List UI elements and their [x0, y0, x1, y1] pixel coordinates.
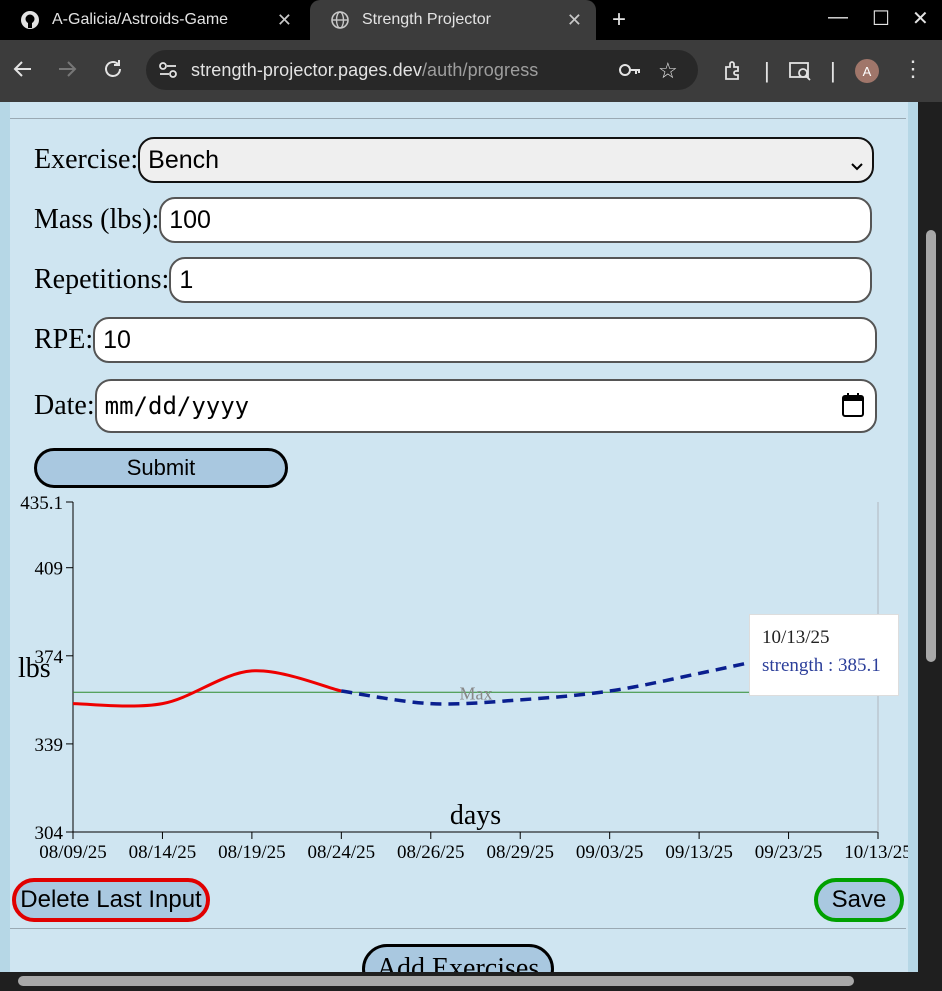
exercise-select[interactable]: Bench	[138, 137, 875, 183]
repetitions-row: Repetitions: 1	[34, 257, 873, 303]
rpe-row: RPE: 10	[34, 317, 878, 363]
rpe-label: RPE:	[34, 324, 94, 355]
x-tick-label: 08/19/25	[218, 842, 286, 863]
x-tick-label: 10/13/25	[844, 842, 908, 863]
mass-label: Mass (lbs):	[34, 204, 160, 235]
browser-toolbar: strength-projector.pages.dev/auth/progre…	[0, 40, 942, 102]
x-tick-label: 09/13/25	[665, 842, 733, 863]
x-tick-label: 09/03/25	[576, 842, 644, 863]
exercise-row: Exercise: Bench	[34, 137, 875, 183]
browser-tab-bar: A-Galicia/Astroids-Game ✕ Strength Proje…	[0, 0, 942, 40]
repetitions-label: Repetitions:	[34, 264, 170, 295]
extensions-icon[interactable]	[722, 60, 744, 87]
window-close-icon[interactable]: ✕	[912, 8, 929, 30]
divider-icon: |	[764, 58, 770, 83]
mass-input[interactable]: 100	[159, 197, 873, 243]
delete-last-input-button[interactable]: Delete Last Input	[12, 878, 210, 922]
star-icon[interactable]: ☆	[658, 58, 678, 83]
chart-tooltip: 10/13/25 strength : 385.1	[749, 614, 899, 696]
url-host: strength-projector.pages.dev	[191, 60, 422, 80]
rpe-value: 10	[103, 325, 131, 354]
date-label: Date:	[34, 390, 95, 421]
site-info-icon[interactable]	[158, 61, 178, 84]
x-tick-label: 08/14/25	[129, 842, 197, 863]
y-tick-label: 339	[35, 735, 64, 756]
tab-title: Strength Projector	[362, 11, 491, 28]
repetitions-input[interactable]: 1	[169, 257, 873, 303]
url-text: strength-projector.pages.dev/auth/progre…	[191, 60, 538, 81]
horizontal-scrollbar-thumb[interactable]	[18, 976, 854, 986]
x-axis-label: days	[450, 800, 501, 831]
vertical-scrollbar-thumb[interactable]	[926, 230, 936, 662]
history-line	[72, 669, 342, 708]
date-input[interactable]: mm/dd/yyyy	[94, 379, 877, 433]
y-axis-label: lbs	[18, 653, 51, 684]
progress-panel: Exercise: Bench Mass (lbs): 100 Repetiti…	[10, 102, 908, 991]
exercise-label: Exercise:	[34, 144, 139, 175]
mass-value: 100	[169, 205, 211, 234]
address-bar[interactable]: strength-projector.pages.dev/auth/progre…	[146, 50, 698, 90]
repetitions-value: 1	[179, 265, 194, 294]
forward-icon[interactable]	[56, 58, 78, 86]
tooltip-date: 10/13/25	[762, 627, 830, 648]
url-path: /auth/progress	[421, 60, 539, 80]
date-row: Date: mm/dd/yyyy	[34, 379, 877, 433]
y-tick-label: 304	[35, 823, 64, 844]
close-icon[interactable]: ✕	[566, 9, 582, 30]
mass-row: Mass (lbs): 100	[34, 197, 873, 243]
x-tick-label: 08/24/25	[308, 842, 376, 863]
divider	[10, 928, 906, 929]
close-icon[interactable]: ✕	[276, 9, 292, 30]
globe-icon	[330, 10, 350, 30]
tab-title: A-Galicia/Astroids-Game	[52, 11, 229, 28]
divider	[10, 118, 906, 119]
back-icon[interactable]	[12, 58, 34, 86]
rpe-input[interactable]: 10	[93, 317, 878, 363]
exercise-value: Bench	[148, 145, 220, 174]
max-label: Max	[460, 683, 493, 703]
x-tick-label: 08/29/25	[486, 842, 554, 863]
avatar[interactable]: A	[855, 59, 879, 83]
save-button[interactable]: Save	[814, 878, 904, 922]
y-tick-label: 374	[35, 647, 64, 668]
x-tick-label: 08/26/25	[397, 842, 465, 863]
menu-icon[interactable]: ⋮	[902, 56, 924, 81]
cast-search-icon[interactable]	[788, 60, 812, 87]
y-tick-label: 409	[35, 559, 64, 580]
page-viewport: Exercise: Bench Mass (lbs): 100 Repetiti…	[0, 102, 942, 991]
y-tick-label: 435.1	[20, 493, 63, 514]
divider-icon: |	[830, 58, 836, 83]
new-tab-icon[interactable]: +	[612, 6, 627, 33]
minimize-icon[interactable]: —	[828, 6, 848, 28]
x-tick-label: 09/23/25	[755, 842, 823, 863]
submit-button[interactable]: Submit	[34, 448, 288, 488]
maximize-icon[interactable]: ☐	[872, 8, 890, 30]
chevron-down-icon	[850, 151, 864, 180]
date-placeholder: mm/dd/yyyy	[104, 392, 250, 420]
browser-tab-active[interactable]: Strength Projector ✕	[310, 0, 596, 40]
browser-tab[interactable]: A-Galicia/Astroids-Game ✕	[0, 0, 306, 40]
github-icon	[20, 10, 40, 30]
tooltip-value: strength : 385.1	[762, 655, 881, 676]
calendar-icon[interactable]	[841, 392, 865, 424]
x-tick-label: 08/09/25	[39, 842, 107, 863]
reload-icon[interactable]	[102, 58, 124, 86]
key-icon[interactable]	[618, 60, 642, 85]
